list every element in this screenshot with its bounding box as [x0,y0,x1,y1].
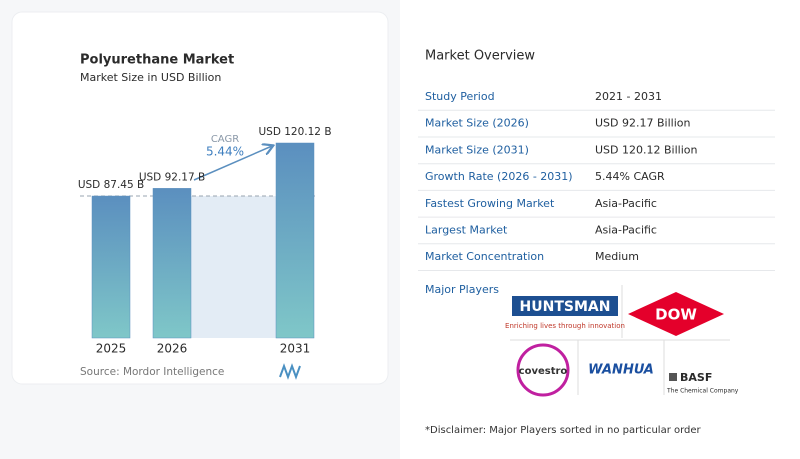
source: Source: Mordor Intelligence [80,366,224,378]
logos: HUNTSMAN Enriching lives through innovat… [505,285,739,397]
basf-square [669,373,677,381]
logo-name: covestro [519,366,568,377]
row-value: 2021 - 2031 [595,90,662,103]
logo-name: WANHUA [588,363,654,378]
row-label: Growth Rate (2026 - 2031) [425,170,573,183]
brand-icon [279,363,301,380]
reference-area [191,196,276,338]
annotation-value: 5.44% [206,145,244,159]
bar [152,188,192,339]
logo-tagline: Enriching lives through innovation [505,322,625,330]
dow-diamond [628,292,724,336]
row-value: 5.44% CAGR [595,170,665,183]
huntsman-bg [512,296,618,316]
logo-name: HUNTSMAN [520,299,611,315]
chart-subtitle: Market Size in USD Billion [80,71,221,84]
bar [91,195,131,339]
annotation-label: CAGR [211,134,239,145]
players-title: Major Players [425,283,499,296]
row-value: Asia-Pacific [595,197,657,210]
overview-table: Study Period 2021 - 2031 Market Size (2026… [418,90,775,271]
value-label: USD 87.45 B [78,179,144,191]
row-value: USD 92.17 Billion [595,117,690,130]
row-label: Study Period [425,90,495,103]
row-label: Largest Market [425,224,508,237]
value-label: USD 120.12 B [258,126,331,138]
row-label: Market Size (2026) [425,117,529,130]
value-label: USD 92.17 B [139,171,205,183]
row-value: USD 120.12 Billion [595,143,697,156]
covestro-ring [516,343,570,397]
bar [275,142,315,339]
right-panel [400,0,800,459]
row-value: Asia-Pacific [595,224,657,237]
chart-title: Polyurethane Market [80,53,234,68]
x-tick-label: 2026 [157,342,188,356]
logo-name: BASF [680,371,712,384]
x-tick-label: 2031 [280,342,311,356]
row-value: Medium [595,250,639,263]
logo-name: DOW [655,306,697,324]
x-tick-label: 2025 [96,342,127,356]
overview-title: Market Overview [425,49,535,64]
row-label: Fastest Growing Market [425,197,555,210]
cagr-arrow [193,146,272,181]
disclaimer: *Disclaimer: Major Players sorted in no … [425,425,702,436]
row-label: Market Concentration [425,250,544,263]
logo-tagline: The Chemical Company [666,388,739,395]
row-label: Market Size (2031) [425,143,529,156]
